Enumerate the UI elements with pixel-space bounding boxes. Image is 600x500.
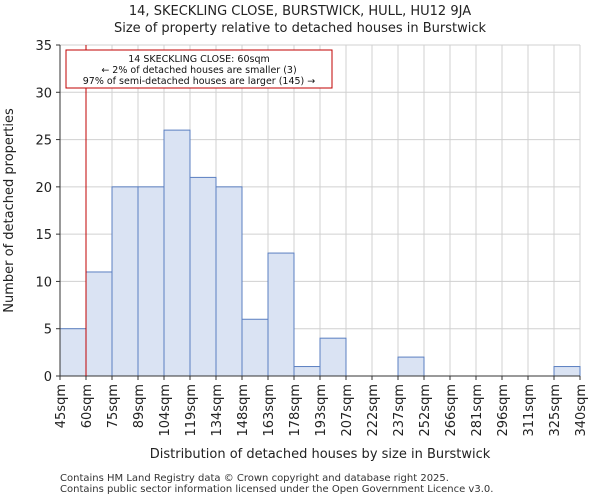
annotation-box: 14 SKECKLING CLOSE: 60sqm ← 2% of detach… — [65, 49, 333, 89]
chart-subtitle: Size of property relative to detached ho… — [113, 21, 487, 36]
x-tick-label: 119sqm — [184, 384, 199, 437]
annotation-line-3: 97% of semi-detached houses are larger (… — [83, 76, 316, 87]
x-tick-label: 45sqm — [54, 384, 69, 428]
x-axis-label: Distribution of detached houses by size … — [150, 447, 491, 462]
x-tick-label: 281sqm — [470, 384, 485, 437]
histogram-bar — [85, 271, 113, 377]
x-tick-label: 222sqm — [366, 384, 381, 437]
y-tick-label: 25 — [35, 134, 52, 149]
annotation-box-frame — [65, 49, 333, 89]
x-tick-label: 60sqm — [80, 384, 95, 428]
y-tick-label: 15 — [35, 228, 52, 243]
histogram-bar — [111, 186, 139, 377]
x-tick-label: 340sqm — [574, 384, 589, 437]
histogram-bar — [137, 186, 165, 377]
y-tick-label: 0 — [44, 370, 52, 385]
annotation-line-1: 14 SKECKLING CLOSE: 60sqm — [128, 54, 269, 65]
bars-layer — [59, 129, 581, 377]
y-tick-label: 10 — [35, 275, 52, 290]
x-tick-label: 325sqm — [548, 384, 563, 437]
y-tick-label: 20 — [35, 181, 52, 196]
histogram-bar — [59, 328, 87, 377]
x-tick-label: 237sqm — [392, 384, 407, 437]
chart-title: 14, SKECKLING CLOSE, BURSTWICK, HULL, HU… — [128, 4, 472, 19]
y-tick-label: 35 — [35, 39, 52, 54]
x-tick-label: 148sqm — [236, 384, 251, 437]
y-tick-label: 30 — [35, 86, 52, 101]
x-tick-label: 252sqm — [418, 384, 433, 437]
x-tick-label: 207sqm — [340, 384, 355, 437]
x-tick-label: 311sqm — [522, 384, 537, 437]
histogram-bar — [163, 129, 191, 377]
x-tick-label: 104sqm — [158, 384, 173, 437]
x-tick-label: 163sqm — [262, 384, 277, 437]
histogram-bar — [267, 252, 295, 377]
footer-attribution-2: Contains public sector information licen… — [60, 484, 494, 495]
x-tick-label: 89sqm — [132, 384, 147, 428]
histogram-bar — [241, 318, 269, 377]
y-tick-label: 5 — [44, 323, 52, 338]
x-tick-label: 75sqm — [106, 384, 121, 428]
x-tick-label: 134sqm — [210, 384, 225, 437]
histogram-chart: 0 5 10 15 20 25 30 35 45sqm 60sqm 75sqm 89sqm 104sqm… — [2, 39, 589, 462]
histogram-bar — [189, 176, 217, 377]
histogram-bar — [553, 366, 581, 377]
x-tick-label: 193sqm — [314, 384, 329, 437]
histogram-bar — [319, 337, 347, 377]
histogram-bar — [293, 366, 321, 377]
x-tick-label: 296sqm — [496, 384, 511, 437]
x-tick-label: 178sqm — [288, 384, 303, 437]
x-tick-label: 266sqm — [444, 384, 459, 437]
y-axis-label: Number of detached properties — [2, 108, 17, 313]
histogram-bar — [215, 186, 243, 377]
annotation-line-2: ← 2% of detached houses are smaller (3) — [101, 65, 296, 76]
footer-attribution-1: Contains HM Land Registry data © Crown c… — [60, 473, 449, 484]
axis-layer: 0 5 10 15 20 25 30 35 45sqm 60sqm 75sqm 89sqm 104sqm… — [35, 39, 589, 437]
histogram-bar — [397, 356, 425, 377]
